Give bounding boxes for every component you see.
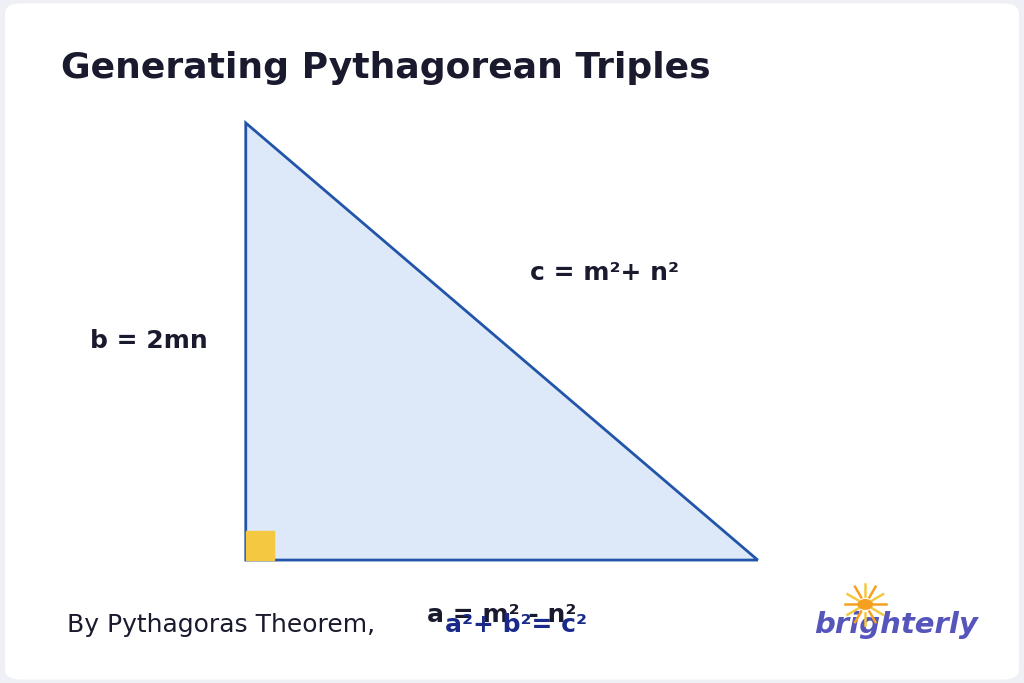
Text: a²+ b²= c²: a²+ b²= c² [445,613,588,637]
Polygon shape [246,531,274,560]
Circle shape [858,600,872,609]
Text: By Pythagoras Theorem,: By Pythagoras Theorem, [67,613,391,637]
Text: brighterly: brighterly [814,611,978,639]
Text: a = m² - n²: a = m² - n² [427,602,577,627]
Text: Generating Pythagorean Triples: Generating Pythagorean Triples [61,51,711,85]
Text: c = m²+ n²: c = m²+ n² [529,261,679,285]
Polygon shape [246,123,758,560]
Text: b = 2mn: b = 2mn [90,329,207,354]
